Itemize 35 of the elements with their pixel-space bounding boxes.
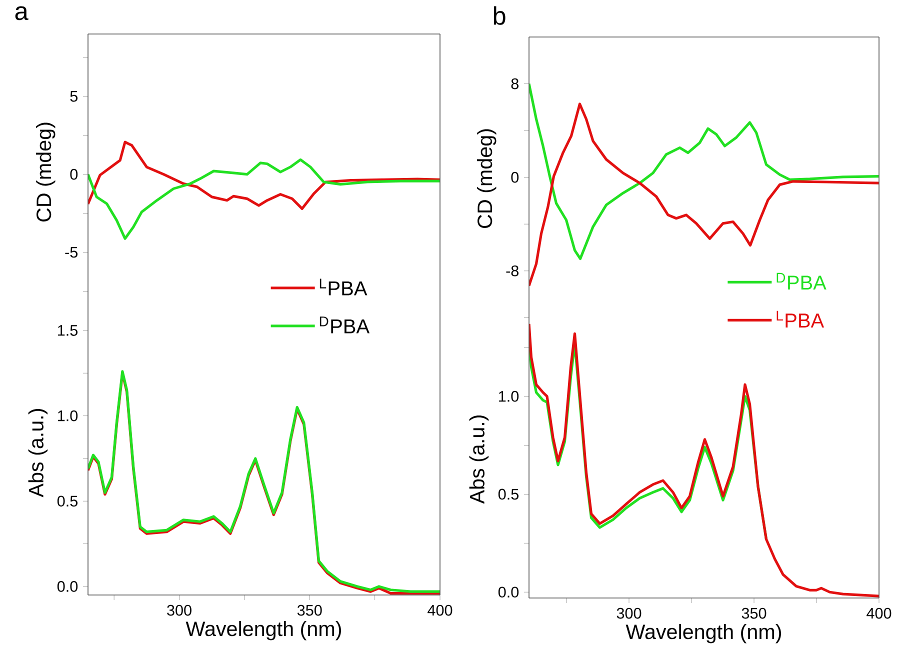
- x-axis-title: Wavelength (nm): [626, 624, 781, 644]
- y-tick-label: 0.0: [498, 586, 519, 598]
- line-series: [88, 140, 440, 210]
- text: a: [15, 6, 28, 20]
- y-tick-label: 0: [70, 168, 78, 180]
- y-tick-label: 0.5: [57, 496, 78, 507]
- y-tick-label: 1.0: [58, 410, 78, 422]
- legend-label: $^{L}$PBA: [320, 278, 368, 296]
- text: b: [494, 6, 506, 25]
- line-series: [88, 158, 440, 240]
- y-tick-label: 0.0: [57, 581, 78, 592]
- legend-label: $^{D}$PBA: [776, 272, 826, 290]
- x-tick-label: 400: [428, 604, 452, 616]
- y-axis-title: Abs (a.u.): [469, 416, 489, 504]
- y-axis-title: CD (mdeg): [36, 122, 56, 222]
- legend-label: $^{D}$PBA: [320, 316, 370, 334]
- y-axis-title: Abs (a.u.): [28, 409, 48, 498]
- x-tick-label: 350: [742, 608, 766, 619]
- x-axis-title: Wavelength (nm): [186, 620, 341, 640]
- x-tick-label: 400: [866, 608, 892, 619]
- x-tick-label: 300: [616, 608, 642, 619]
- legend-label: $^{L}$PBA: [776, 310, 824, 328]
- y-tick-label: -5: [65, 246, 78, 258]
- y-tick-label: -8: [506, 265, 518, 276]
- line-series: [529, 102, 880, 288]
- y-tick-label: 1.5: [58, 325, 78, 336]
- y-axis-title: CD (mdeg): [476, 129, 496, 228]
- y-tick-label: 0: [511, 172, 519, 183]
- y-tick-label: 5: [70, 91, 78, 102]
- y-tick-label: 1.0: [499, 390, 519, 402]
- y-tick-label: 8: [511, 78, 518, 90]
- x-tick-label: 300: [167, 604, 192, 616]
- line-series: [529, 82, 880, 260]
- y-tick-label: 0.5: [498, 488, 519, 500]
- x-tick-label: 350: [297, 604, 322, 616]
